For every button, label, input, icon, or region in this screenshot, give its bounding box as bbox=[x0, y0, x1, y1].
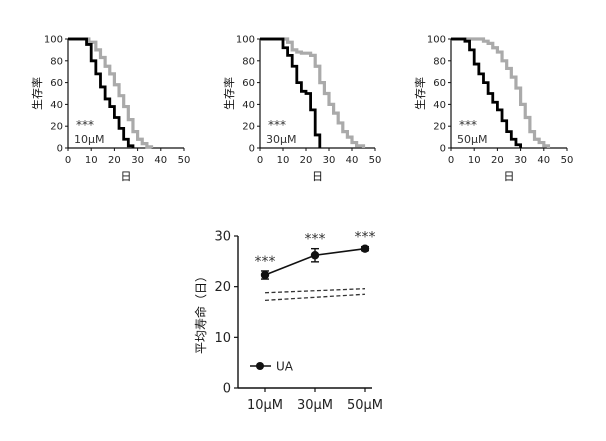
ua-data-point bbox=[261, 271, 269, 279]
y-tick-label: 20 bbox=[242, 122, 255, 133]
x-axis-label: 日 bbox=[504, 170, 515, 183]
y-axis-label: 生存率 bbox=[413, 77, 427, 110]
dose-label: 50μM bbox=[457, 133, 488, 146]
x-tick-label: 30μM bbox=[297, 398, 333, 413]
y-tick-label: 0 bbox=[249, 144, 255, 155]
x-tick-label: 10 bbox=[277, 155, 290, 166]
legend-label: UA bbox=[276, 360, 294, 374]
y-tick-label: 40 bbox=[433, 100, 446, 111]
x-tick-label: 30 bbox=[131, 155, 144, 166]
ua-data-point bbox=[361, 244, 369, 252]
survival-panel-30uM: 0 20 40 60 80 100 0 10 20 30 40 50 生存率日 ***30μM bbox=[222, 35, 381, 184]
y-tick-label: 100 bbox=[236, 35, 255, 46]
x-tick-label: 50 bbox=[369, 155, 382, 166]
y-axis-label: 生存率 bbox=[30, 77, 44, 110]
x-tick-label: 10μM bbox=[247, 398, 283, 413]
significance-stars: *** bbox=[355, 230, 376, 246]
x-tick-label: 40 bbox=[537, 155, 550, 166]
y-tick-label: 80 bbox=[433, 56, 446, 67]
y-tick-label: 30 bbox=[214, 230, 231, 245]
y-tick-label: 20 bbox=[214, 280, 231, 295]
x-tick-label: 0 bbox=[257, 155, 263, 166]
x-tick-label: 20 bbox=[300, 155, 313, 166]
x-tick-label: 20 bbox=[491, 155, 504, 166]
y-tick-label: 20 bbox=[433, 122, 446, 133]
y-tick-label: 0 bbox=[57, 144, 63, 155]
x-tick-label: 0 bbox=[448, 155, 454, 166]
significance-stars: *** bbox=[255, 254, 276, 270]
y-tick-label: 10 bbox=[214, 331, 231, 346]
x-tick-label: 50 bbox=[561, 155, 574, 166]
x-tick-label: 30 bbox=[323, 155, 336, 166]
mean-lifespan-panel: 0 10 20 30 10μM 30μM 50μM 平均寿命（日） *** *** *** UA bbox=[193, 230, 383, 414]
dose-label: 10μM bbox=[74, 133, 105, 146]
control-dashed-line bbox=[265, 294, 365, 300]
significance-stars: *** bbox=[459, 118, 477, 132]
legend-marker bbox=[256, 362, 264, 370]
significance-stars: *** bbox=[268, 118, 286, 132]
x-tick-label: 30 bbox=[514, 155, 527, 166]
x-axis-label: 日 bbox=[121, 170, 132, 183]
y-tick-label: 40 bbox=[50, 100, 63, 111]
y-tick-label: 60 bbox=[50, 78, 63, 89]
y-axis-label: 生存率 bbox=[222, 77, 236, 110]
significance-stars: *** bbox=[76, 118, 94, 132]
y-tick-label: 0 bbox=[223, 382, 231, 397]
y-tick-label: 100 bbox=[44, 35, 63, 46]
y-tick-label: 60 bbox=[242, 78, 255, 89]
survival-panel-50uM: 0 20 40 60 80 100 0 10 20 30 40 50 生存率日 ***50μM bbox=[413, 35, 573, 184]
y-tick-label: 80 bbox=[50, 56, 63, 67]
control-dashed-line bbox=[265, 289, 365, 293]
y-tick-label: 80 bbox=[242, 56, 255, 67]
survival-panel-10uM: 0 20 40 60 80 100 0 10 20 30 40 50 生存率日 ***10μM bbox=[30, 35, 190, 184]
y-tick-label: 40 bbox=[242, 100, 255, 111]
significance-stars: *** bbox=[305, 232, 326, 248]
x-tick-label: 0 bbox=[65, 155, 71, 166]
y-tick-label: 20 bbox=[50, 122, 63, 133]
x-tick-label: 10 bbox=[468, 155, 481, 166]
x-tick-label: 50μM bbox=[347, 398, 383, 413]
ua-data-point bbox=[311, 251, 319, 259]
x-tick-label: 40 bbox=[346, 155, 359, 166]
y-tick-label: 0 bbox=[440, 144, 446, 155]
y-tick-label: 60 bbox=[433, 78, 446, 89]
x-tick-label: 10 bbox=[85, 155, 98, 166]
dose-label: 30μM bbox=[266, 133, 297, 146]
y-axis-label: 平均寿命（日） bbox=[193, 270, 208, 354]
x-axis-label: 日 bbox=[312, 170, 323, 183]
x-tick-label: 40 bbox=[154, 155, 167, 166]
y-tick-label: 100 bbox=[427, 35, 446, 46]
x-tick-label: 20 bbox=[108, 155, 121, 166]
x-tick-label: 50 bbox=[178, 155, 191, 166]
